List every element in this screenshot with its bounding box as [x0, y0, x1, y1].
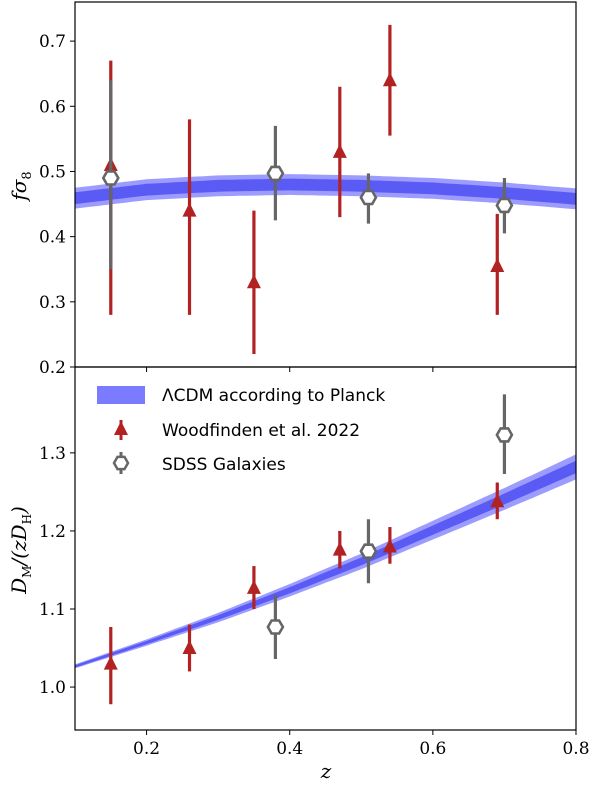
sdss-point-top-1 — [266, 165, 285, 182]
x-tick-label-1: 0.4 — [276, 739, 303, 759]
lcdm-band-top — [75, 174, 576, 210]
axes-frame-bottom — [74, 366, 577, 731]
sdss-point-top-2 — [359, 189, 378, 206]
woodfinden-point-top-4 — [382, 72, 397, 87]
legend-triangle-marker — [114, 421, 128, 435]
y-tick-label-top-2: 0.4 — [39, 228, 66, 248]
legend: ΛCDM according to Planck Woodfinden et a… — [97, 386, 385, 475]
woodfinden-point-top-2 — [246, 274, 261, 289]
legend-hexagon-marker — [112, 455, 130, 471]
lcdm-band-outer-bottom — [75, 454, 576, 669]
x-axis-label: z — [320, 759, 332, 783]
lcdm-band-inner-top — [75, 178, 576, 205]
legend-label-lcdm: ΛCDM according to Planck — [162, 386, 385, 406]
legend-band-swatch — [97, 386, 145, 404]
data-marks-bottom — [103, 394, 514, 705]
sdss-point-bottom-2 — [495, 427, 514, 443]
y-ticks-bottom: 1.0 1.1 1.2 1.3 — [39, 444, 75, 698]
y-tick-label-bottom-1: 1.1 — [39, 600, 66, 620]
woodfinden-point-bottom-4 — [382, 538, 397, 553]
woodfinden-point-top-1 — [182, 202, 197, 217]
legend-label-sdss: SDSS Galaxies — [162, 455, 286, 475]
sdss-point-bottom-1 — [359, 543, 378, 560]
data-marks-top — [101, 24, 514, 354]
x-tick-label-2: 0.6 — [419, 739, 446, 759]
y-tick-label-top-4: 0.6 — [39, 97, 66, 117]
y-tick-label-bottom-3: 1.3 — [39, 444, 66, 464]
x-tick-label-0: 0.2 — [133, 739, 160, 759]
y-axis-label-bottom: DM/(zDH) — [7, 506, 34, 595]
y-axis-label-top: fσ8 — [7, 171, 35, 202]
woodfinden-point-bottom-5 — [490, 493, 505, 508]
woodfinden-point-bottom-1 — [182, 640, 197, 655]
y-tick-label-bottom-2: 1.2 — [39, 522, 66, 542]
sdss-point-top-0 — [101, 170, 120, 186]
y-ticks-top: 0.2 0.3 0.4 0.5 0.6 0.7 — [39, 32, 75, 378]
woodfinden-point-bottom-2 — [246, 579, 261, 594]
x-tick-label-3: 0.8 — [562, 739, 589, 759]
y-tick-label-top-3: 0.5 — [39, 162, 66, 182]
y-tick-label-bottom-0: 1.0 — [39, 678, 66, 698]
panel-fsigma8: 0.2 0.3 0.4 0.5 0.6 0.7 fσ8 — [7, 1, 577, 378]
woodfinden-point-bottom-0 — [103, 655, 118, 670]
panel-dm-dh: 1.0 1.1 1.2 1.3 0.2 0.4 0.6 0.8 DM/(zDH) z ΛCD… — [7, 366, 590, 783]
y-tick-label-top-1: 0.3 — [39, 293, 66, 313]
sdss-point-bottom-0 — [266, 619, 285, 635]
woodfinden-point-top-3 — [332, 143, 347, 158]
y-tick-label-top-5: 0.7 — [39, 32, 66, 52]
woodfinden-point-bottom-3 — [332, 541, 347, 556]
lcdm-band-bottom — [75, 454, 576, 669]
y-tick-label-top-0: 0.2 — [39, 358, 66, 378]
x-ticks-bottom: 0.2 0.4 0.6 0.8 — [133, 730, 590, 759]
sdss-point-top-3 — [495, 197, 514, 214]
legend-label-woodfinden: Woodfinden et al. 2022 — [162, 421, 360, 441]
woodfinden-point-top-5 — [490, 257, 505, 272]
